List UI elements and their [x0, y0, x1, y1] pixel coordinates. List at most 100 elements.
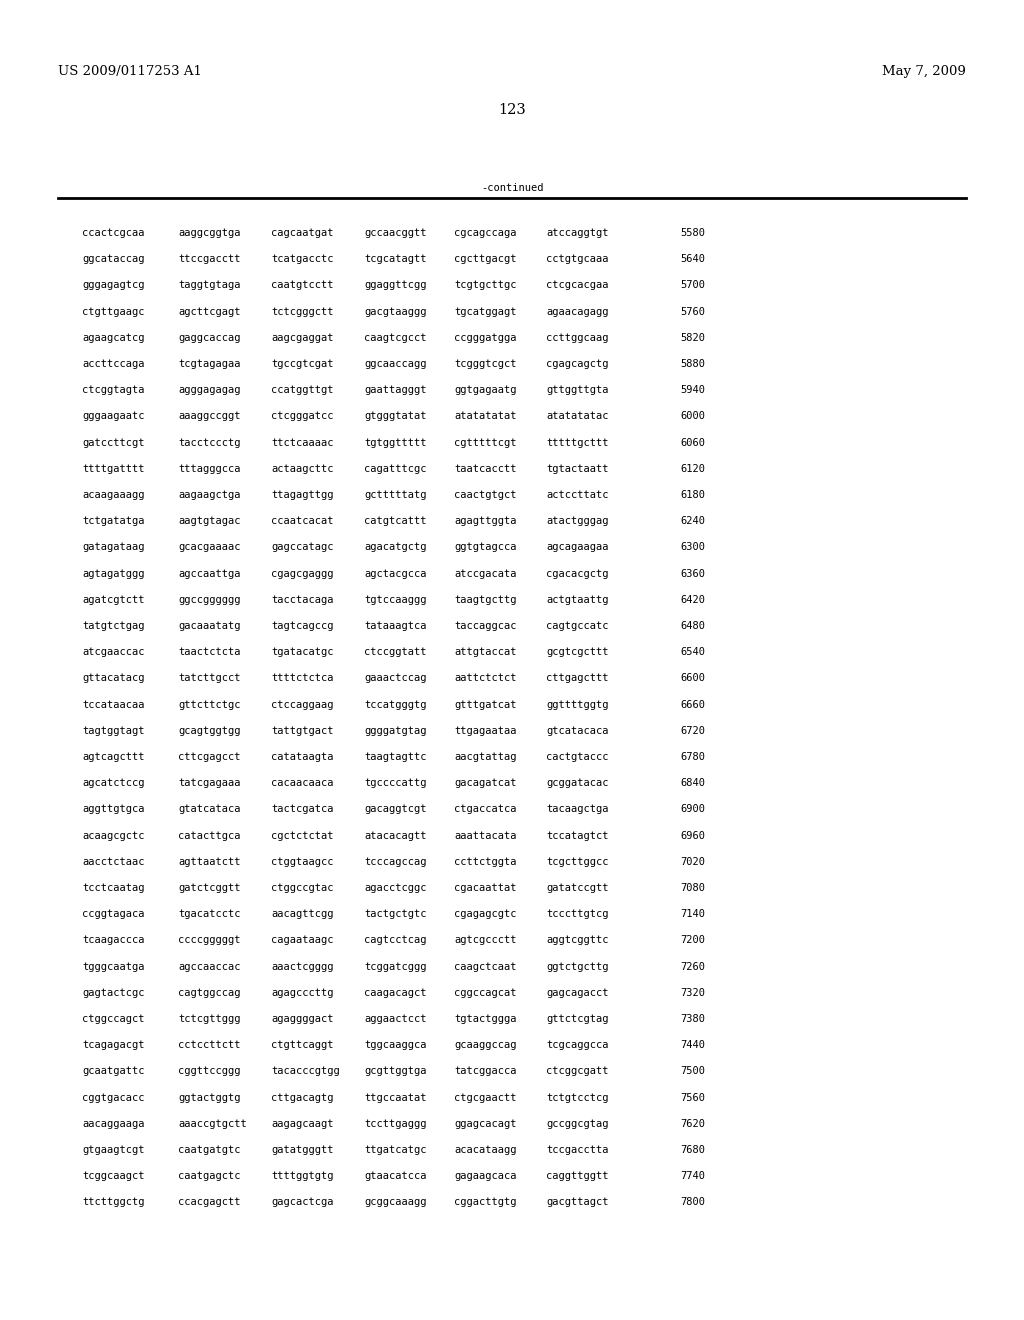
Text: 6840: 6840 — [680, 779, 705, 788]
Text: aagtgtagac: aagtgtagac — [178, 516, 241, 527]
Text: cctgtgcaaa: cctgtgcaaa — [546, 255, 608, 264]
Text: taggtgtaga: taggtgtaga — [178, 280, 241, 290]
Text: aaactcgggg: aaactcgggg — [271, 961, 334, 972]
Text: gacaggtcgt: gacaggtcgt — [364, 804, 427, 814]
Text: aaattacata: aaattacata — [454, 830, 516, 841]
Text: ctgttcaggt: ctgttcaggt — [271, 1040, 334, 1051]
Text: gcggcaaagg: gcggcaaagg — [364, 1197, 427, 1208]
Text: tcgcatagtt: tcgcatagtt — [364, 255, 427, 264]
Text: agctacgcca: agctacgcca — [364, 569, 427, 578]
Text: 7380: 7380 — [680, 1014, 705, 1024]
Text: tcgcttggcc: tcgcttggcc — [546, 857, 608, 867]
Text: tacaagctga: tacaagctga — [546, 804, 608, 814]
Text: cgagcagctg: cgagcagctg — [546, 359, 608, 370]
Text: US 2009/0117253 A1: US 2009/0117253 A1 — [58, 65, 202, 78]
Text: tcgggtcgct: tcgggtcgct — [454, 359, 516, 370]
Text: ggtgtagcca: ggtgtagcca — [454, 543, 516, 552]
Text: aggtcggttc: aggtcggttc — [546, 936, 608, 945]
Text: agagttggta: agagttggta — [454, 516, 516, 527]
Text: cagtgccatc: cagtgccatc — [546, 620, 608, 631]
Text: 6000: 6000 — [680, 412, 705, 421]
Text: 6060: 6060 — [680, 438, 705, 447]
Text: accttccaga: accttccaga — [82, 359, 144, 370]
Text: tccataacaa: tccataacaa — [82, 700, 144, 710]
Text: aagcgaggat: aagcgaggat — [271, 333, 334, 343]
Text: cttgacagtg: cttgacagtg — [271, 1093, 334, 1102]
Text: cactgtaccc: cactgtaccc — [546, 752, 608, 762]
Text: cggacttgtg: cggacttgtg — [454, 1197, 516, 1208]
Text: 7800: 7800 — [680, 1197, 705, 1208]
Text: gaaactccag: gaaactccag — [364, 673, 427, 684]
Text: 7620: 7620 — [680, 1119, 705, 1129]
Text: ccggtagaca: ccggtagaca — [82, 909, 144, 919]
Text: cagatttcgc: cagatttcgc — [364, 463, 427, 474]
Text: aaaggccggt: aaaggccggt — [178, 412, 241, 421]
Text: aaaccgtgctt: aaaccgtgctt — [178, 1119, 247, 1129]
Text: ctgaccatca: ctgaccatca — [454, 804, 516, 814]
Text: caagacagct: caagacagct — [364, 987, 427, 998]
Text: ctggccagct: ctggccagct — [82, 1014, 144, 1024]
Text: 5640: 5640 — [680, 255, 705, 264]
Text: tcgtgcttgc: tcgtgcttgc — [454, 280, 516, 290]
Text: aaggcggtga: aaggcggtga — [178, 228, 241, 238]
Text: ggccgggggg: ggccgggggg — [178, 595, 241, 605]
Text: -continued: -continued — [480, 183, 544, 193]
Text: tatcgagaaa: tatcgagaaa — [178, 779, 241, 788]
Text: agtcagcttt: agtcagcttt — [82, 752, 144, 762]
Text: caagtcgcct: caagtcgcct — [364, 333, 427, 343]
Text: gtaacatcca: gtaacatcca — [364, 1171, 427, 1181]
Text: tcgcaggcca: tcgcaggcca — [546, 1040, 608, 1051]
Text: tctcgggctt: tctcgggctt — [271, 306, 334, 317]
Text: tccgacctta: tccgacctta — [546, 1144, 608, 1155]
Text: catacttgca: catacttgca — [178, 830, 241, 841]
Text: 5700: 5700 — [680, 280, 705, 290]
Text: tctgatatga: tctgatatga — [82, 516, 144, 527]
Text: gatctcggtt: gatctcggtt — [178, 883, 241, 894]
Text: ggcaaccagg: ggcaaccagg — [364, 359, 427, 370]
Text: tgccccattg: tgccccattg — [364, 779, 427, 788]
Text: gtttgatcat: gtttgatcat — [454, 700, 516, 710]
Text: gatatccgtt: gatatccgtt — [546, 883, 608, 894]
Text: tttagggcca: tttagggcca — [178, 463, 241, 474]
Text: tccatagtct: tccatagtct — [546, 830, 608, 841]
Text: tctgtcctcg: tctgtcctcg — [546, 1093, 608, 1102]
Text: tgtactggga: tgtactggga — [454, 1014, 516, 1024]
Text: gagcagacct: gagcagacct — [546, 987, 608, 998]
Text: 7680: 7680 — [680, 1144, 705, 1155]
Text: 6240: 6240 — [680, 516, 705, 527]
Text: 6420: 6420 — [680, 595, 705, 605]
Text: 7200: 7200 — [680, 936, 705, 945]
Text: cagtggccag: cagtggccag — [178, 987, 241, 998]
Text: tactcgatca: tactcgatca — [271, 804, 334, 814]
Text: agccaaccac: agccaaccac — [178, 961, 241, 972]
Text: agcatctccg: agcatctccg — [82, 779, 144, 788]
Text: taagtagttc: taagtagttc — [364, 752, 427, 762]
Text: gtgggtatat: gtgggtatat — [364, 412, 427, 421]
Text: ctcggcgatt: ctcggcgatt — [546, 1067, 608, 1076]
Text: cggccagcat: cggccagcat — [454, 987, 516, 998]
Text: cgtttttcgt: cgtttttcgt — [454, 438, 516, 447]
Text: tcggcaagct: tcggcaagct — [82, 1171, 144, 1181]
Text: gccaacggtt: gccaacggtt — [364, 228, 427, 238]
Text: cggtgacacc: cggtgacacc — [82, 1093, 144, 1102]
Text: ccacgagctt: ccacgagctt — [178, 1197, 241, 1208]
Text: 6180: 6180 — [680, 490, 705, 500]
Text: 6480: 6480 — [680, 620, 705, 631]
Text: aacagttcgg: aacagttcgg — [271, 909, 334, 919]
Text: gtatcataca: gtatcataca — [178, 804, 241, 814]
Text: cagtcctcag: cagtcctcag — [364, 936, 427, 945]
Text: tgcatggagt: tgcatggagt — [454, 306, 516, 317]
Text: 5940: 5940 — [680, 385, 705, 395]
Text: caagctcaat: caagctcaat — [454, 961, 516, 972]
Text: ggttttggtg: ggttttggtg — [546, 700, 608, 710]
Text: gttcttctgc: gttcttctgc — [178, 700, 241, 710]
Text: 6600: 6600 — [680, 673, 705, 684]
Text: ctgttgaagc: ctgttgaagc — [82, 306, 144, 317]
Text: 6960: 6960 — [680, 830, 705, 841]
Text: ctcggtagta: ctcggtagta — [82, 385, 144, 395]
Text: ccgggatgga: ccgggatgga — [454, 333, 516, 343]
Text: acaagcgctc: acaagcgctc — [82, 830, 144, 841]
Text: cctccttctt: cctccttctt — [178, 1040, 241, 1051]
Text: tacctacaga: tacctacaga — [271, 595, 334, 605]
Text: agaacagagg: agaacagagg — [546, 306, 608, 317]
